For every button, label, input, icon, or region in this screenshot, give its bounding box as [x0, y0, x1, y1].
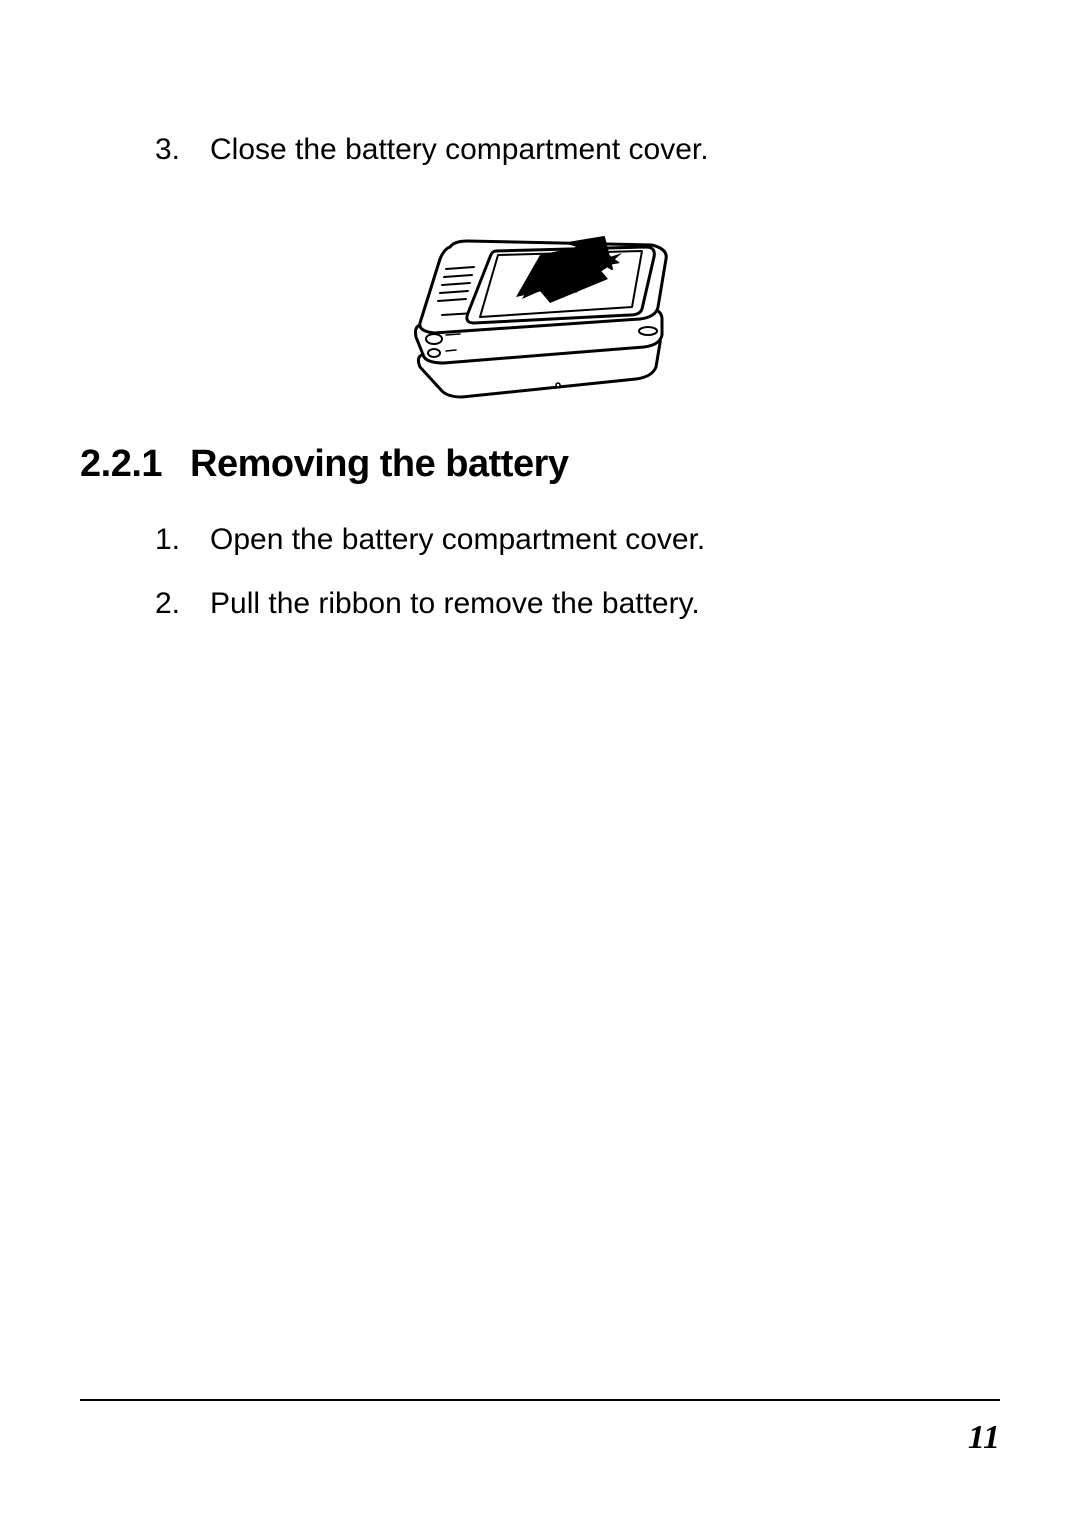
page-number: 11: [80, 1419, 1000, 1457]
heading-text: Removing the battery: [190, 443, 1000, 486]
list-number: 1.: [155, 520, 210, 561]
list-number: 3.: [155, 130, 210, 171]
ordered-list-item: 1. Open the battery compartment cover.: [155, 520, 1000, 561]
list-number: 2.: [155, 584, 210, 625]
list-text: Close the battery compartment cover.: [210, 130, 1000, 171]
ordered-list-item: 2. Pull the ribbon to remove the battery…: [155, 584, 1000, 625]
page-footer: 11: [80, 1399, 1000, 1457]
section-heading: 2.2.1 Removing the battery: [80, 443, 1000, 486]
list-text: Pull the ribbon to remove the battery.: [210, 584, 1000, 625]
page: 3. Close the battery compartment cover.: [0, 0, 1080, 1527]
list-text: Open the battery compartment cover.: [210, 520, 1000, 561]
figure-close-cover: [80, 207, 1000, 407]
footer-rule: [80, 1399, 1000, 1401]
heading-number: 2.2.1: [80, 443, 190, 486]
device-illustration: [390, 207, 690, 407]
ordered-list-item: 3. Close the battery compartment cover.: [155, 130, 1000, 171]
spacer: [80, 560, 1000, 584]
